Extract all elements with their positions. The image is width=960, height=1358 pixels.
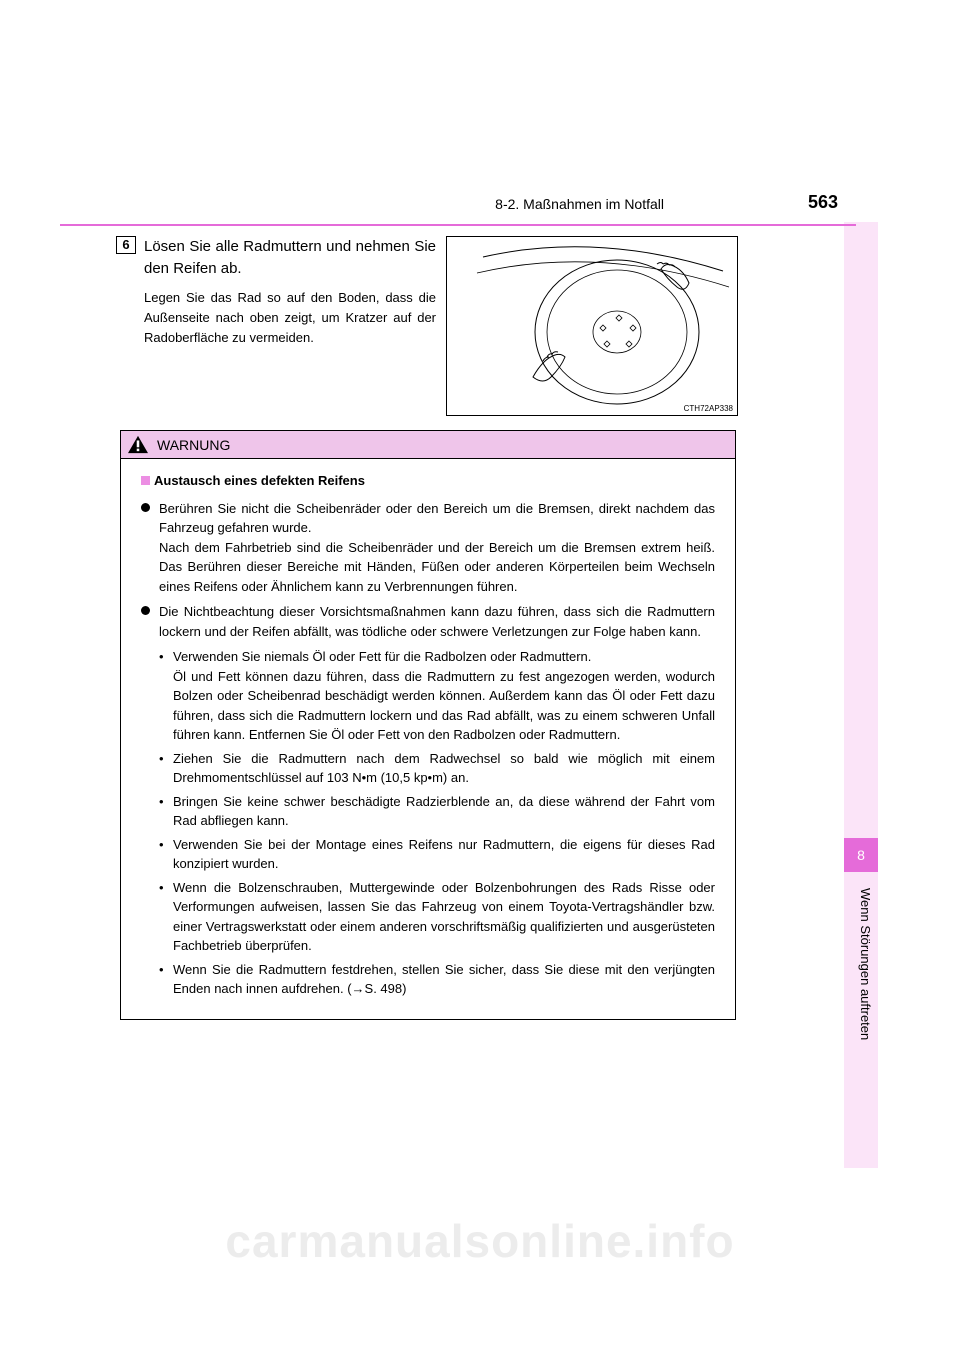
step-title: Lösen Sie alle Radmuttern und nehmen Sie… bbox=[144, 236, 436, 280]
page: 8 Wenn Störungen auftreten 8-2. Maßnahme… bbox=[0, 0, 960, 1358]
dot-bullet: • bbox=[159, 749, 164, 769]
header-section-label: 8-2. Maßnahmen im Notfall bbox=[495, 196, 664, 212]
dot-bullet: • bbox=[159, 878, 164, 898]
warning-sub-6-text: Wenn Sie die Radmuttern festdrehen, stel… bbox=[173, 962, 715, 997]
page-number: 563 bbox=[808, 192, 838, 213]
warning-sub-5-text: Wenn die Bolzenschrauben, Muttergewinde … bbox=[173, 880, 715, 954]
warning-bullet-1-p1: Berühren Sie nicht die Scheibenräder ode… bbox=[159, 501, 715, 536]
side-vertical-text: Wenn Störungen auftreten bbox=[849, 888, 873, 1158]
square-bullet-icon bbox=[141, 476, 150, 485]
dot-bullet: • bbox=[159, 792, 164, 812]
warning-header: WARNUNG bbox=[121, 431, 735, 459]
wheel-removal-illustration: CTH72AP338 bbox=[446, 236, 738, 416]
warning-bullet-2-text: Die Nichtbeachtung dieser Vorsichtsmaßna… bbox=[159, 604, 715, 639]
warning-title: WARNUNG bbox=[157, 437, 230, 453]
warning-triangle-icon bbox=[127, 435, 149, 455]
warning-sub-1-p2: Öl und Fett können dazu führen, dass die… bbox=[173, 669, 715, 743]
wheel-svg bbox=[447, 237, 739, 417]
page-header: 8-2. Maßnahmen im Notfall 563 bbox=[116, 196, 844, 222]
illustration-caption: CTH72AP338 bbox=[684, 404, 733, 413]
warning-body: Austausch eines defekten Reifens Berühre… bbox=[121, 459, 735, 1019]
warning-sub-4: • Verwenden Sie bei der Montage eines Re… bbox=[141, 835, 715, 874]
step-number-box: 6 bbox=[116, 236, 136, 254]
warning-sub-1-p1: Verwenden Sie niemals Öl oder Fett für d… bbox=[173, 649, 591, 664]
warning-bullet-1: Berühren Sie nicht die Scheibenräder ode… bbox=[141, 499, 715, 597]
watermark-text: carmanualsonline.info bbox=[0, 1214, 960, 1268]
dot-bullet: • bbox=[159, 960, 164, 980]
warning-sub-2: • Ziehen Sie die Radmuttern nach dem Rad… bbox=[141, 749, 715, 788]
warning-sub-5: • Wenn die Bolzenschrauben, Muttergewind… bbox=[141, 878, 715, 956]
warning-heading: Austausch eines defekten Reifens bbox=[141, 471, 715, 491]
warning-heading-text: Austausch eines defekten Reifens bbox=[154, 473, 365, 488]
warning-sub-4-text: Verwenden Sie bei der Montage eines Reif… bbox=[173, 837, 715, 872]
side-tab-upper bbox=[844, 222, 878, 838]
bullet-dot-icon bbox=[141, 503, 150, 512]
warning-bullet-1-p2: Nach dem Fahrbetrieb sind die Scheibenrä… bbox=[159, 540, 715, 594]
header-rule bbox=[60, 224, 856, 226]
warning-box: WARNUNG Austausch eines defekten Reifens… bbox=[120, 430, 736, 1020]
warning-sub-3-text: Bringen Sie keine schwer beschädigte Rad… bbox=[173, 794, 715, 829]
bullet-dot-icon bbox=[141, 606, 150, 615]
side-tab-chapter: 8 bbox=[844, 838, 878, 872]
warning-bullet-2: Die Nichtbeachtung dieser Vorsichtsmaßna… bbox=[141, 602, 715, 641]
warning-sub-6: • Wenn Sie die Radmuttern festdrehen, st… bbox=[141, 960, 715, 999]
warning-sub-3: • Bringen Sie keine schwer beschädigte R… bbox=[141, 792, 715, 831]
step-body: Legen Sie das Rad so auf den Boden, dass… bbox=[144, 288, 436, 348]
dot-bullet: • bbox=[159, 835, 164, 855]
warning-sub-2-text: Ziehen Sie die Radmuttern nach dem Radwe… bbox=[173, 751, 715, 786]
dot-bullet: • bbox=[159, 647, 164, 667]
warning-sub-1: • Verwenden Sie niemals Öl oder Fett für… bbox=[141, 647, 715, 745]
